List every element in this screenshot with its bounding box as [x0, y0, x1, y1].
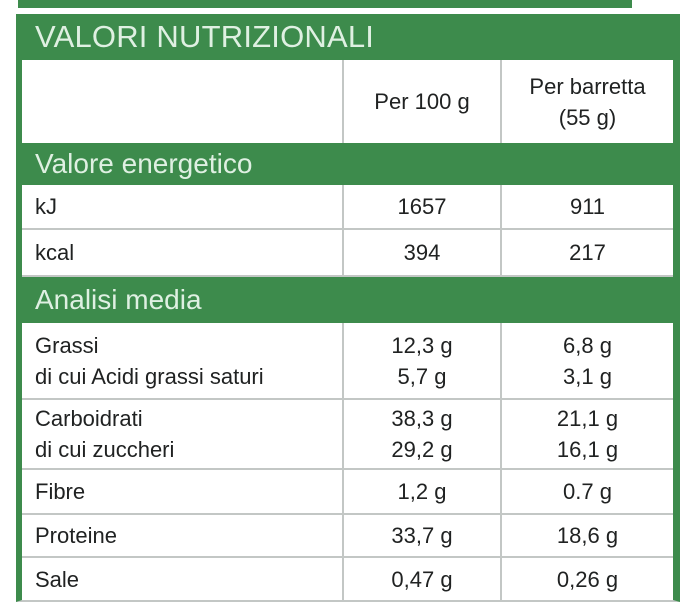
section-header-analisi-media: Analisi media — [16, 277, 680, 323]
page-title: VALORI NUTRIZIONALI — [35, 19, 375, 54]
table-row-proteine: Proteine 33,7 g 18,6 g — [22, 515, 673, 558]
top-green-strip — [18, 0, 632, 8]
table-row-kcal: kcal 394 217 — [22, 230, 673, 277]
column-header-row: Per 100 g Per barretta (55 g) — [22, 60, 673, 143]
header-per-barretta: Per barretta (55 g) — [500, 60, 673, 143]
title-band: VALORI NUTRIZIONALI — [16, 14, 680, 60]
table-row-carboidrati: Carboidrati di cui zuccheri 38,3 g 29,2 … — [22, 400, 673, 470]
header-empty-cell — [22, 60, 342, 143]
header-per-100g: Per 100 g — [342, 60, 500, 143]
table-row-kj: kJ 1657 911 — [22, 185, 673, 230]
table-row-sale: Sale 0,47 g 0,26 g — [22, 558, 673, 600]
table-row-fibre: Fibre 1,2 g 0.7 g — [22, 470, 673, 515]
nutrition-table: VALORI NUTRIZIONALI Per 100 g Per barret… — [16, 14, 680, 602]
table-row-grassi: Grassi di cui Acidi grassi saturi 12,3 g… — [22, 323, 673, 400]
section-header-valore-energetico: Valore energetico — [16, 143, 680, 185]
